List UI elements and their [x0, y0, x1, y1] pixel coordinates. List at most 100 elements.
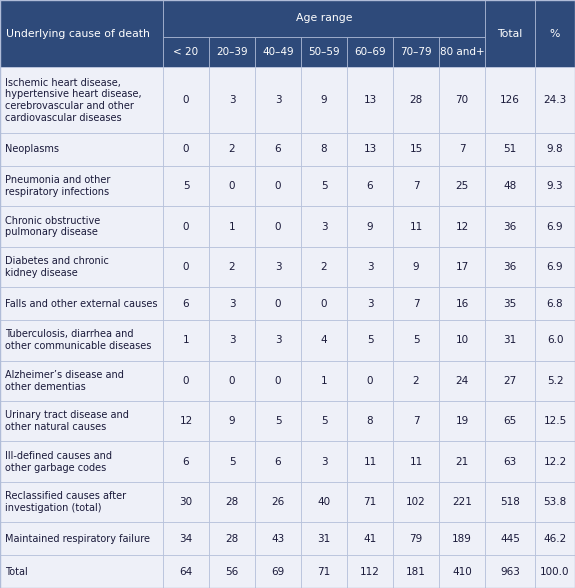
- Bar: [347, 555, 393, 588]
- Bar: [255, 320, 301, 360]
- Bar: [255, 206, 301, 247]
- Bar: [301, 166, 347, 206]
- Text: Falls and other external causes: Falls and other external causes: [5, 299, 158, 309]
- Text: 181: 181: [406, 567, 426, 577]
- Text: 69: 69: [271, 567, 285, 577]
- Text: 65: 65: [503, 416, 516, 426]
- Text: 3: 3: [229, 95, 235, 105]
- Bar: [301, 320, 347, 360]
- Bar: [393, 68, 439, 133]
- Text: 1: 1: [229, 222, 235, 232]
- Bar: [439, 288, 485, 320]
- Text: 3: 3: [367, 262, 373, 272]
- Text: Total: Total: [497, 29, 523, 39]
- Bar: [535, 555, 575, 588]
- Text: 70: 70: [455, 95, 469, 105]
- Text: 24.3: 24.3: [543, 95, 566, 105]
- Bar: [209, 523, 255, 555]
- Text: 0: 0: [183, 222, 189, 232]
- Text: 43: 43: [271, 534, 285, 544]
- Bar: [0, 360, 163, 401]
- Text: 5: 5: [413, 335, 419, 345]
- Text: 6: 6: [367, 181, 373, 191]
- Bar: [535, 133, 575, 166]
- Bar: [347, 288, 393, 320]
- Bar: [535, 206, 575, 247]
- Bar: [439, 320, 485, 360]
- Bar: [163, 482, 209, 523]
- Bar: [347, 68, 393, 133]
- Bar: [485, 442, 535, 482]
- Bar: [0, 523, 163, 555]
- Bar: [301, 68, 347, 133]
- Bar: [485, 360, 535, 401]
- Text: 0: 0: [275, 299, 281, 309]
- Text: Age range: Age range: [296, 14, 352, 24]
- Text: 56: 56: [225, 567, 239, 577]
- Bar: [163, 523, 209, 555]
- Text: 0: 0: [183, 376, 189, 386]
- Text: 0: 0: [183, 145, 189, 155]
- Text: 20–39: 20–39: [216, 47, 248, 57]
- Text: 112: 112: [360, 567, 380, 577]
- Bar: [301, 360, 347, 401]
- Text: 0: 0: [183, 262, 189, 272]
- Text: 5.2: 5.2: [547, 376, 564, 386]
- Text: Pneumonia and other
respiratory infections: Pneumonia and other respiratory infectio…: [5, 175, 110, 197]
- Text: 3: 3: [229, 335, 235, 345]
- Bar: [301, 482, 347, 523]
- Text: Maintained respiratory failure: Maintained respiratory failure: [5, 534, 150, 544]
- Text: 1: 1: [321, 376, 327, 386]
- Bar: [393, 288, 439, 320]
- Bar: [255, 288, 301, 320]
- Text: Tuberculosis, diarrhea and
other communicable diseases: Tuberculosis, diarrhea and other communi…: [5, 329, 151, 351]
- Bar: [209, 68, 255, 133]
- Bar: [163, 0, 485, 36]
- Bar: [485, 0, 535, 68]
- Text: < 20: < 20: [174, 47, 198, 57]
- Text: %: %: [550, 29, 560, 39]
- Bar: [209, 247, 255, 288]
- Text: 100.0: 100.0: [540, 567, 570, 577]
- Bar: [439, 442, 485, 482]
- Bar: [163, 555, 209, 588]
- Text: 5: 5: [183, 181, 189, 191]
- Text: 0: 0: [321, 299, 327, 309]
- Text: Alzheimer’s disease and
other dementias: Alzheimer’s disease and other dementias: [5, 370, 124, 392]
- Text: 71: 71: [317, 567, 331, 577]
- Text: 53.8: 53.8: [543, 497, 566, 507]
- Text: 5: 5: [321, 181, 327, 191]
- Text: 5: 5: [229, 457, 235, 467]
- Text: 3: 3: [367, 299, 373, 309]
- Text: 9: 9: [229, 416, 235, 426]
- Bar: [0, 68, 163, 133]
- Bar: [301, 523, 347, 555]
- Text: 0: 0: [367, 376, 373, 386]
- Text: 3: 3: [229, 299, 235, 309]
- Text: 4: 4: [321, 335, 327, 345]
- Bar: [255, 247, 301, 288]
- Bar: [535, 360, 575, 401]
- Text: 28: 28: [409, 95, 423, 105]
- Bar: [255, 166, 301, 206]
- Bar: [209, 555, 255, 588]
- Text: Reclassified causes after
investigation (total): Reclassified causes after investigation …: [5, 492, 126, 513]
- Bar: [347, 320, 393, 360]
- Bar: [535, 166, 575, 206]
- Bar: [485, 206, 535, 247]
- Text: 71: 71: [363, 497, 377, 507]
- Bar: [347, 442, 393, 482]
- Bar: [209, 36, 255, 68]
- Text: 11: 11: [409, 222, 423, 232]
- Bar: [393, 166, 439, 206]
- Bar: [535, 288, 575, 320]
- Bar: [163, 320, 209, 360]
- Bar: [535, 320, 575, 360]
- Bar: [163, 247, 209, 288]
- Bar: [485, 68, 535, 133]
- Bar: [439, 247, 485, 288]
- Bar: [439, 401, 485, 442]
- Text: 0: 0: [275, 376, 281, 386]
- Bar: [535, 247, 575, 288]
- Bar: [439, 206, 485, 247]
